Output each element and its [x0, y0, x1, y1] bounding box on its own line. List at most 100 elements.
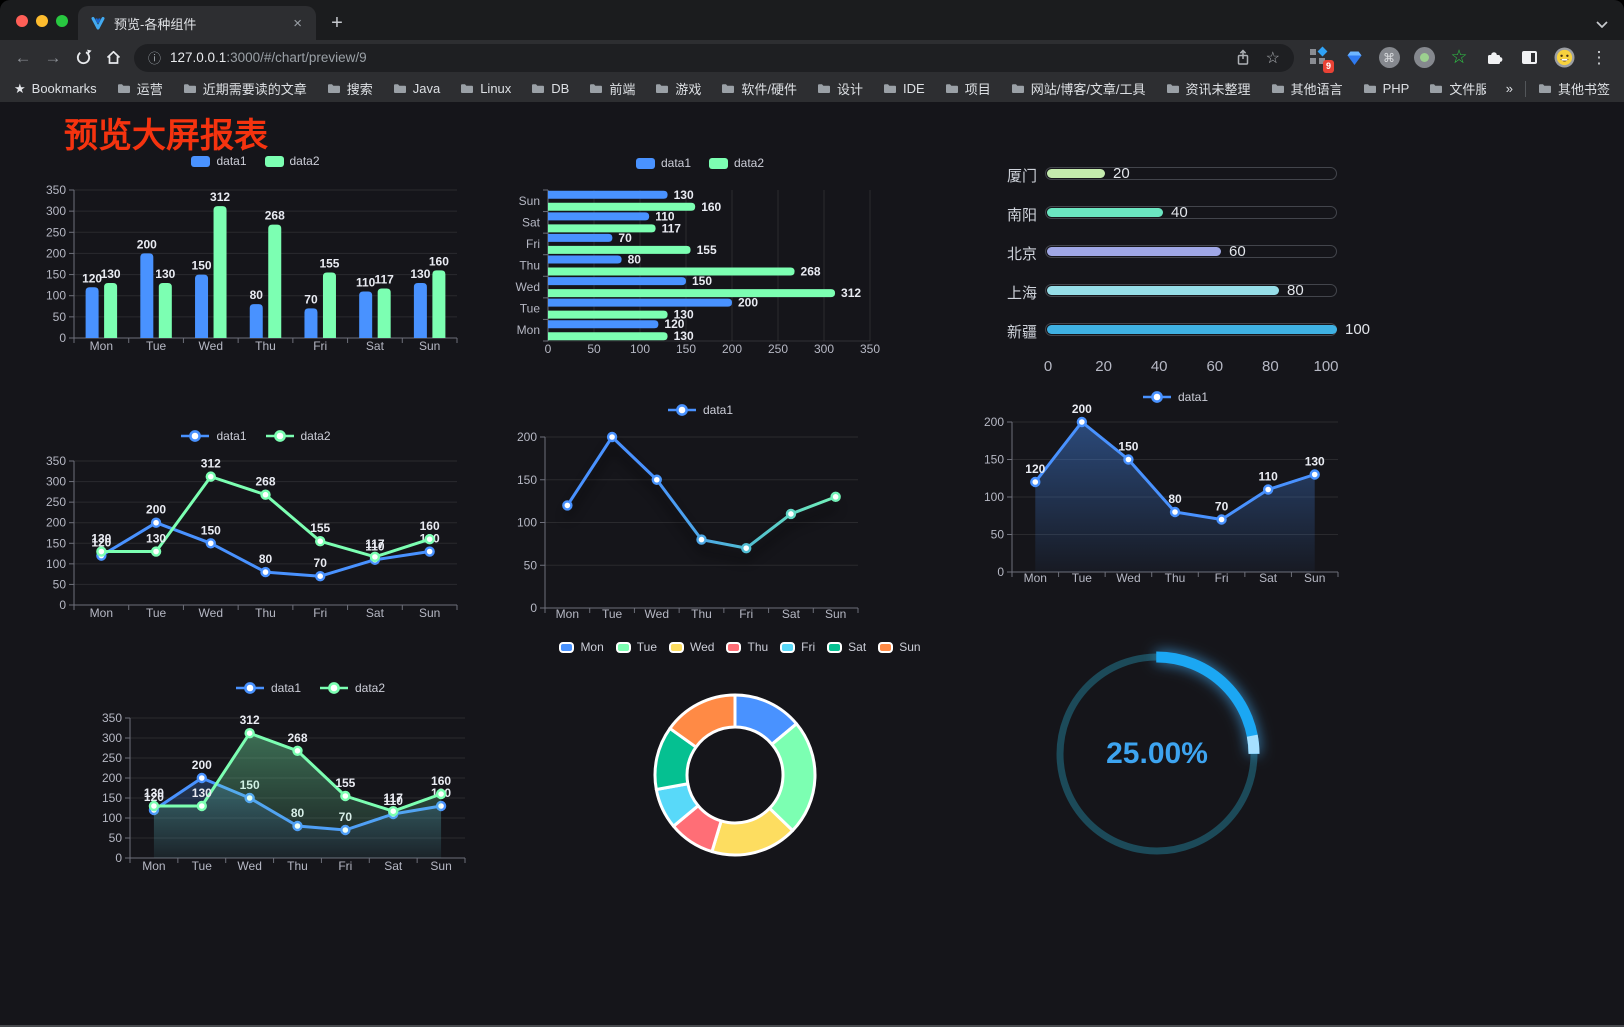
legend-item[interactable]: data2	[265, 429, 331, 443]
legend-item[interactable]: Thu	[726, 640, 768, 654]
bar-data1[interactable]	[85, 287, 99, 338]
bar-data1[interactable]	[548, 233, 613, 242]
back-icon[interactable]: ←	[14, 47, 32, 67]
data-point[interactable]	[785, 508, 797, 520]
bar-data2[interactable]	[158, 283, 172, 338]
extension-puzzle-icon[interactable]	[1483, 47, 1505, 69]
legend-item[interactable]: data2	[709, 156, 764, 170]
extension-command-icon[interactable]: ⌘	[1378, 47, 1400, 69]
progress-fill[interactable]	[1047, 325, 1337, 334]
share-icon[interactable]	[1236, 49, 1250, 66]
data-point[interactable]	[148, 800, 160, 812]
bookmark-folder[interactable]: 其他语言	[1271, 79, 1343, 98]
bookmark-folder[interactable]: 近期需要读的文章	[183, 79, 307, 98]
bar-data2[interactable]	[213, 206, 227, 338]
minimize-window-button[interactable]	[36, 15, 48, 27]
data-point[interactable]	[205, 471, 216, 482]
data-point[interactable]	[1030, 476, 1041, 488]
browser-menu-icon[interactable]: ⋮	[1590, 47, 1608, 67]
bar-data1[interactable]	[249, 304, 263, 338]
bookmark-folder[interactable]: PHP	[1363, 81, 1409, 96]
extension-greendot-icon[interactable]	[1413, 47, 1435, 69]
bar-data1[interactable]	[548, 277, 686, 286]
legend-item[interactable]: data1	[180, 429, 247, 443]
bar-data2[interactable]	[548, 224, 656, 233]
bar-data2[interactable]	[548, 267, 795, 276]
bar-data2[interactable]	[548, 310, 668, 319]
data-point[interactable]	[696, 534, 707, 545]
legend-item[interactable]: data1	[635, 156, 691, 170]
home-icon[interactable]	[98, 43, 128, 73]
forward-icon[interactable]: →	[44, 47, 62, 67]
data-point[interactable]	[196, 772, 207, 784]
legend-item[interactable]: data1	[191, 154, 247, 168]
legend-item[interactable]: data1	[667, 403, 733, 417]
extension-star-icon[interactable]: ☆	[1450, 47, 1468, 68]
other-bookmarks-folder[interactable]: 其他书签	[1538, 79, 1610, 98]
data-point[interactable]	[388, 805, 399, 817]
bar-data2[interactable]	[104, 283, 118, 338]
bar-data1[interactable]	[548, 320, 659, 329]
legend-item[interactable]: Wed	[669, 640, 714, 654]
legend-item[interactable]: Fri	[780, 640, 815, 654]
extension-pixel-icon[interactable]: 9	[1308, 46, 1334, 73]
bookmark-folder[interactable]: 网站/博客/文章/工具	[1011, 79, 1146, 98]
data-point[interactable]	[260, 489, 271, 500]
legend-item[interactable]: data1	[1142, 390, 1208, 404]
pie-slice-Sun[interactable]	[668, 693, 737, 749]
bar-data2[interactable]	[268, 224, 282, 338]
legend-item[interactable]: data1	[235, 681, 301, 695]
bar-data1[interactable]	[140, 253, 154, 338]
bar-data1[interactable]	[413, 283, 427, 338]
data-point[interactable]	[830, 491, 841, 503]
data-point[interactable]	[340, 790, 351, 802]
data-point[interactable]	[741, 542, 752, 554]
bar-data1[interactable]	[548, 255, 622, 264]
address-bar[interactable]: ⓘ 127.0.0.1:3000/#/chart/preview/9 ☆	[134, 43, 1294, 72]
data-point[interactable]	[562, 500, 573, 511]
legend-item[interactable]: data2	[319, 681, 385, 695]
bookmark-folder[interactable]: Java	[393, 81, 440, 96]
data-point[interactable]	[150, 546, 162, 557]
data-point[interactable]	[315, 570, 326, 582]
extension-sidepanel-icon[interactable]	[1518, 47, 1540, 69]
data-point[interactable]	[1076, 416, 1088, 428]
data-point[interactable]	[606, 431, 618, 443]
site-info-icon[interactable]: ⓘ	[148, 51, 162, 66]
extension-gem-icon[interactable]	[1343, 47, 1365, 69]
data-point[interactable]	[260, 566, 271, 578]
browser-tab[interactable]: 预览-各种组件 ×	[78, 6, 316, 40]
data-point[interactable]	[96, 546, 107, 557]
legend-item[interactable]: data2	[264, 154, 320, 168]
bookmark-folder[interactable]: 运营	[117, 79, 163, 98]
bar-data2[interactable]	[548, 245, 691, 254]
bookmark-folder[interactable]: 文件服务器	[1429, 79, 1486, 98]
data-point[interactable]	[1123, 454, 1134, 465]
bar-data1[interactable]	[304, 308, 318, 338]
bookmark-folder[interactable]: 软件/硬件	[721, 79, 797, 98]
bookmark-folder[interactable]: 搜索	[327, 79, 373, 98]
data-point[interactable]	[315, 536, 326, 547]
bookmark-folder[interactable]: DB	[531, 81, 569, 96]
bar-data2[interactable]	[377, 288, 391, 338]
legend-item[interactable]: Tue	[615, 640, 657, 654]
data-point[interactable]	[651, 474, 662, 485]
data-point[interactable]	[1169, 506, 1181, 518]
bar-data2[interactable]	[548, 202, 696, 211]
legend-item[interactable]: Sat	[827, 640, 866, 654]
bookmark-folder[interactable]: 游戏	[655, 79, 701, 98]
data-point[interactable]	[244, 728, 255, 739]
bookmark-folder[interactable]: IDE	[883, 81, 925, 96]
close-window-button[interactable]	[16, 15, 28, 27]
fullscreen-window-button[interactable]	[56, 15, 68, 27]
data-point[interactable]	[292, 745, 303, 757]
extension-emoji-icon[interactable]	[1553, 47, 1575, 69]
bar-data2[interactable]	[548, 289, 836, 298]
legend-item[interactable]: Sun	[878, 640, 921, 654]
bookmark-folder[interactable]: Linux	[460, 81, 511, 96]
progress-fill[interactable]	[1047, 169, 1105, 178]
data-point[interactable]	[1216, 514, 1227, 525]
bookmark-folder[interactable]: 项目	[945, 79, 991, 98]
data-point[interactable]	[1262, 484, 1274, 495]
tab-search-chevron-icon[interactable]	[1596, 15, 1608, 33]
